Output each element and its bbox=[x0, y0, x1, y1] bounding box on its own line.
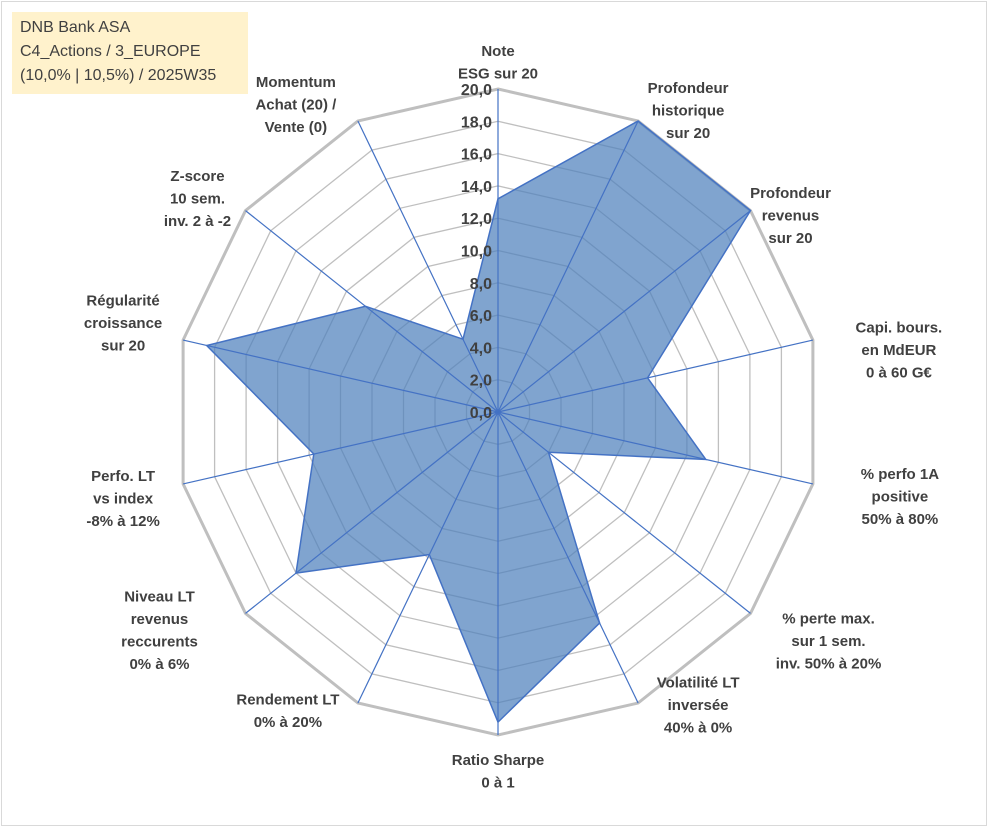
axis-label-line: 0 à 60 G€ bbox=[866, 364, 933, 381]
tick-label: 20,0 bbox=[461, 82, 492, 99]
tick-label: 14,0 bbox=[461, 179, 492, 196]
tick-label: 12,0 bbox=[461, 211, 492, 228]
axis-label-5: % perte max. sur 1 sem. inv. 50% à 20% bbox=[776, 611, 882, 673]
axis-spoke-1 bbox=[497, 120, 639, 413]
axis-label-line: Profondeur bbox=[750, 185, 831, 202]
axis-label-8: Rendement LT 0% à 20% bbox=[236, 692, 339, 732]
axis-label-line: % perfo 1A bbox=[861, 466, 940, 483]
axis-spoke-11 bbox=[182, 339, 499, 413]
axis-label-line: 0% à 6% bbox=[129, 656, 189, 673]
axis-spoke-12 bbox=[245, 210, 499, 413]
tick-label: 8,0 bbox=[470, 276, 492, 293]
axis-label-line: Capi. bours. bbox=[856, 319, 943, 336]
axis-label-line: 40% à 0% bbox=[664, 719, 732, 736]
axis-label-line: Régularité bbox=[86, 292, 159, 309]
axis-spoke-9 bbox=[245, 411, 499, 614]
title-line-period: (10,0% | 10,5%) / 2025W35 bbox=[20, 67, 217, 84]
tick-label: 10,0 bbox=[461, 244, 492, 261]
tick-label: 4,0 bbox=[470, 340, 492, 357]
axis-label-line: 0% à 20% bbox=[254, 714, 322, 731]
axis-label-line: Profondeur bbox=[648, 80, 729, 97]
axis-label-line: Note bbox=[481, 43, 514, 60]
axis-label-line: vs index bbox=[93, 491, 154, 508]
axis-label-7: Ratio Sharpe 0 à 1 bbox=[452, 752, 545, 792]
title-line-company: DNB Bank ASA bbox=[20, 19, 131, 36]
axis-label-10: Perfo. LT vs index -8% à 12% bbox=[86, 468, 159, 530]
axis-label-line: Z-score bbox=[170, 168, 224, 185]
axis-label-line: Ratio Sharpe bbox=[452, 752, 545, 769]
tick-label: 16,0 bbox=[461, 147, 492, 164]
tick-label: 18,0 bbox=[461, 114, 492, 131]
axis-label-line: Achat (20) / bbox=[255, 97, 337, 114]
axis-label-line: inv. 50% à 20% bbox=[776, 656, 882, 673]
tick-label: 6,0 bbox=[470, 308, 492, 325]
axis-label-2: Profondeur revenus sur 20 bbox=[750, 185, 831, 247]
axis-label-9: Niveau LT revenus reccurents 0% à 6% bbox=[121, 588, 198, 673]
axis-spoke-3 bbox=[497, 339, 814, 413]
axis-label-line: 0 à 1 bbox=[481, 775, 514, 792]
axis-label-line: historique bbox=[652, 103, 725, 120]
axis-label-line: sur 20 bbox=[101, 337, 145, 354]
axis-label-line: reccurents bbox=[121, 633, 198, 650]
axis-label-6: Volatilité LT inversée 40% à 0% bbox=[657, 674, 740, 736]
axis-label-line: croissance bbox=[84, 315, 162, 332]
axis-label-13: Momentum Achat (20) / Vente (0) bbox=[255, 74, 337, 136]
axis-label-line: % perte max. bbox=[782, 611, 875, 628]
axis-label-line: -8% à 12% bbox=[86, 513, 159, 530]
axis-spoke-6 bbox=[497, 411, 639, 704]
axis-spoke-2 bbox=[497, 210, 751, 413]
chart-title-box: DNB Bank ASA C4_Actions / 3_EUROPE (10,0… bbox=[12, 12, 248, 94]
title-line-category: C4_Actions / 3_EUROPE bbox=[20, 43, 201, 60]
axis-label-0: Note ESG sur 20 bbox=[458, 43, 538, 83]
axis-spoke-5 bbox=[497, 411, 751, 614]
axis-label-11: Régularité croissance sur 20 bbox=[84, 292, 162, 354]
axis-spoke-8 bbox=[357, 411, 499, 704]
axis-label-line: inv. 2 à -2 bbox=[164, 213, 231, 230]
axis-label-line: sur 20 bbox=[768, 230, 812, 247]
axis-label-line: Volatilité LT bbox=[657, 674, 740, 691]
axis-label-line: Niveau LT bbox=[124, 588, 195, 605]
axis-label-line: revenus bbox=[762, 207, 820, 224]
axis-label-line: Vente (0) bbox=[265, 119, 328, 136]
axis-label-line: positive bbox=[872, 489, 929, 506]
axis-label-line: sur 20 bbox=[666, 125, 710, 142]
axis-label-line: Momentum bbox=[256, 74, 336, 91]
tick-label: 0,0 bbox=[470, 405, 492, 422]
axis-spoke-4 bbox=[497, 411, 814, 485]
axis-spoke-10 bbox=[182, 411, 499, 485]
axis-label-1: Profondeur historique sur 20 bbox=[648, 80, 729, 142]
axis-spoke-13 bbox=[357, 120, 499, 413]
axis-label-line: sur 1 sem. bbox=[791, 633, 865, 650]
axis-label-line: inversée bbox=[668, 697, 729, 714]
axis-label-line: ESG sur 20 bbox=[458, 66, 538, 83]
axis-label-line: en MdEUR bbox=[861, 342, 936, 359]
axis-label-line: revenus bbox=[131, 611, 189, 628]
axis-label-line: Perfo. LT bbox=[91, 468, 155, 485]
axis-label-12: Z-score 10 sem. inv. 2 à -2 bbox=[164, 168, 231, 230]
axis-label-3: Capi. bours. en MdEUR 0 à 60 G€ bbox=[856, 319, 943, 381]
axis-label-line: 50% à 80% bbox=[862, 511, 939, 528]
axis-label-line: Rendement LT bbox=[236, 692, 339, 709]
axis-label-line: 10 sem. bbox=[170, 190, 225, 207]
axis-label-4: % perfo 1A positive 50% à 80% bbox=[861, 466, 940, 528]
tick-label: 2,0 bbox=[470, 373, 492, 390]
